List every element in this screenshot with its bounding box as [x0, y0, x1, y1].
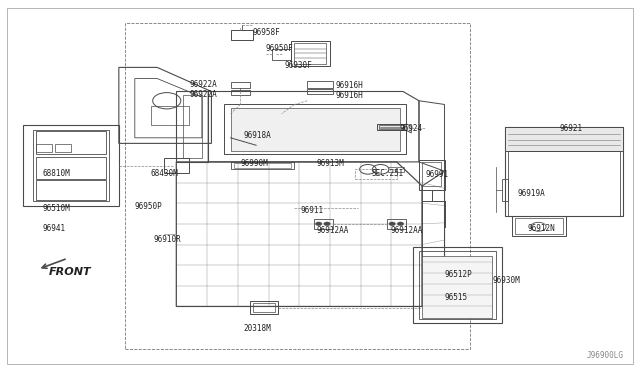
- Circle shape: [389, 222, 396, 226]
- Text: 96922A: 96922A: [189, 80, 217, 89]
- Text: 96910R: 96910R: [154, 235, 182, 244]
- Text: 96912N: 96912N: [527, 224, 556, 233]
- Text: 96924: 96924: [400, 124, 423, 133]
- Text: 96912AA: 96912AA: [317, 226, 349, 235]
- Text: 96512P: 96512P: [445, 270, 472, 279]
- Text: 96950P: 96950P: [135, 202, 163, 211]
- Text: 96916H: 96916H: [336, 91, 364, 100]
- Text: SEC.25I: SEC.25I: [371, 169, 403, 177]
- Bar: [397, 167, 404, 172]
- Circle shape: [316, 222, 322, 226]
- Text: 96911: 96911: [301, 206, 324, 215]
- Circle shape: [324, 222, 330, 226]
- Bar: [125, 23, 470, 349]
- Text: 96916H: 96916H: [336, 81, 364, 90]
- Text: 96510M: 96510M: [42, 204, 70, 213]
- Text: 96930F: 96930F: [285, 61, 312, 70]
- Text: 96991: 96991: [426, 170, 449, 179]
- Text: 96921: 96921: [559, 124, 582, 133]
- Text: 96913M: 96913M: [317, 159, 344, 168]
- Text: 68430M: 68430M: [151, 169, 179, 177]
- Bar: [388, 167, 396, 172]
- Text: 96922A: 96922A: [189, 90, 217, 99]
- Text: 96919A: 96919A: [518, 189, 546, 198]
- Text: J96900LG: J96900LG: [586, 351, 623, 360]
- Text: FRONT: FRONT: [49, 267, 92, 277]
- Text: 96930M: 96930M: [492, 276, 520, 285]
- Text: 96941: 96941: [42, 224, 65, 233]
- Polygon shape: [406, 124, 412, 133]
- Circle shape: [397, 222, 404, 226]
- Text: 96918A: 96918A: [243, 131, 271, 141]
- Polygon shape: [230, 108, 400, 151]
- Text: 96950F: 96950F: [266, 44, 294, 53]
- Text: 96990M: 96990M: [240, 159, 268, 168]
- Polygon shape: [505, 127, 623, 151]
- Text: 96912AA: 96912AA: [390, 226, 422, 235]
- Bar: [36, 144, 52, 152]
- Text: 20318M: 20318M: [243, 324, 271, 333]
- Text: 96958F: 96958F: [253, 28, 281, 37]
- Polygon shape: [422, 256, 492, 318]
- Bar: [355, 169, 397, 179]
- Polygon shape: [378, 124, 406, 131]
- Text: 68810M: 68810M: [42, 169, 70, 177]
- Text: 96515: 96515: [445, 293, 468, 302]
- Bar: [55, 144, 71, 152]
